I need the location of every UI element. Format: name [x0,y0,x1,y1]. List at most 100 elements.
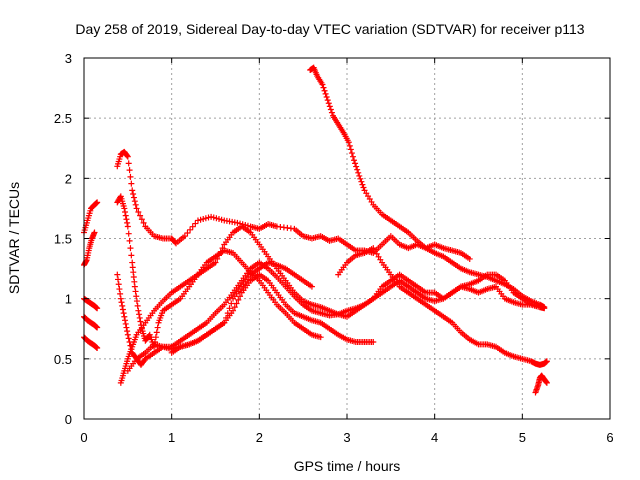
data-point [184,229,191,236]
data-point [348,150,355,157]
data-point [308,283,315,290]
data-point [327,106,334,113]
data-point [124,331,131,338]
data-point [319,81,326,88]
series-track-c [81,295,101,312]
data-point [328,109,335,116]
data-point [94,345,101,352]
data-point [226,305,233,312]
x-tick-label: 1 [168,430,175,445]
data-point [189,223,196,230]
data-point [218,216,225,223]
data-point [217,248,224,255]
data-point [187,226,194,233]
data-point [321,87,328,94]
data-point [130,194,137,201]
data-point [466,255,473,262]
data-point [124,328,131,335]
data-point [94,199,101,206]
y-tick-label: 2.5 [54,111,72,126]
x-tick-label: 6 [606,430,613,445]
y-axis-label: SDTVAR / TECUs [6,182,22,294]
data-point [231,304,238,311]
data-point [357,175,364,182]
data-point [543,358,550,365]
x-tick-label: 5 [519,430,526,445]
data-point [244,222,251,229]
data-point [214,255,221,262]
data-point [153,329,160,336]
data-point [120,310,127,317]
y-tick-label: 1.5 [54,232,72,247]
data-point [197,216,204,223]
data-point [121,313,128,320]
y-tick-label: 0 [65,412,72,427]
data-point [119,302,126,309]
data-point [115,276,122,283]
data-point [124,152,131,159]
data-point [119,306,126,313]
series-track-m [335,245,550,368]
data-point [154,324,161,331]
data-point [114,271,121,278]
y-tick-label: 2 [65,171,72,186]
x-tick-label: 0 [80,430,87,445]
data-point [91,229,98,236]
x-tick-label: 3 [343,430,350,445]
data-point [116,286,123,293]
data-point [360,184,367,191]
data-point [354,166,361,173]
data-point [543,379,550,386]
data-point [212,259,219,266]
data-point [322,90,329,97]
data-point [351,157,358,164]
data-point [326,103,333,110]
data-point [125,160,132,167]
data-point [237,293,244,300]
data-point [541,304,548,311]
series-track-n [532,372,550,396]
y-tick-label: 0.5 [54,352,72,367]
data-point [126,167,133,174]
data-point [325,100,332,107]
data-point [131,198,138,205]
data-point [181,233,188,240]
data-point [349,153,356,160]
data-point [137,212,144,219]
data-point [132,201,139,208]
series-track-i [117,223,543,386]
data-point [94,305,101,312]
data-point [205,214,212,221]
data-point [221,319,228,326]
data-point [132,288,139,295]
data-point [224,310,231,317]
data-point [324,97,331,104]
data-point [323,93,330,100]
data-point [135,209,142,216]
data-point [223,314,230,321]
y-tick-label: 3 [65,51,72,66]
data-point [235,296,242,303]
data-point [127,245,134,252]
data-point [208,213,215,220]
axis-ticks: 0 1 2 3 4 5 6 0 0.5 1 1.5 2 2.5 3 [54,51,614,445]
data-point [128,180,135,187]
data-points [81,64,550,396]
data-point [125,230,132,237]
data-point [124,223,131,230]
data-point [347,146,354,153]
data-point [124,219,131,226]
data-point [320,84,327,91]
data-point [135,307,142,314]
data-point [122,212,129,219]
data-point [118,299,125,306]
x-tick-label: 4 [431,430,438,445]
series-track-e [81,334,101,352]
data-point [94,324,101,331]
grid-lines [84,58,610,419]
data-point [125,335,132,342]
data-point [137,318,144,325]
data-point [192,220,199,227]
data-point [133,205,140,212]
